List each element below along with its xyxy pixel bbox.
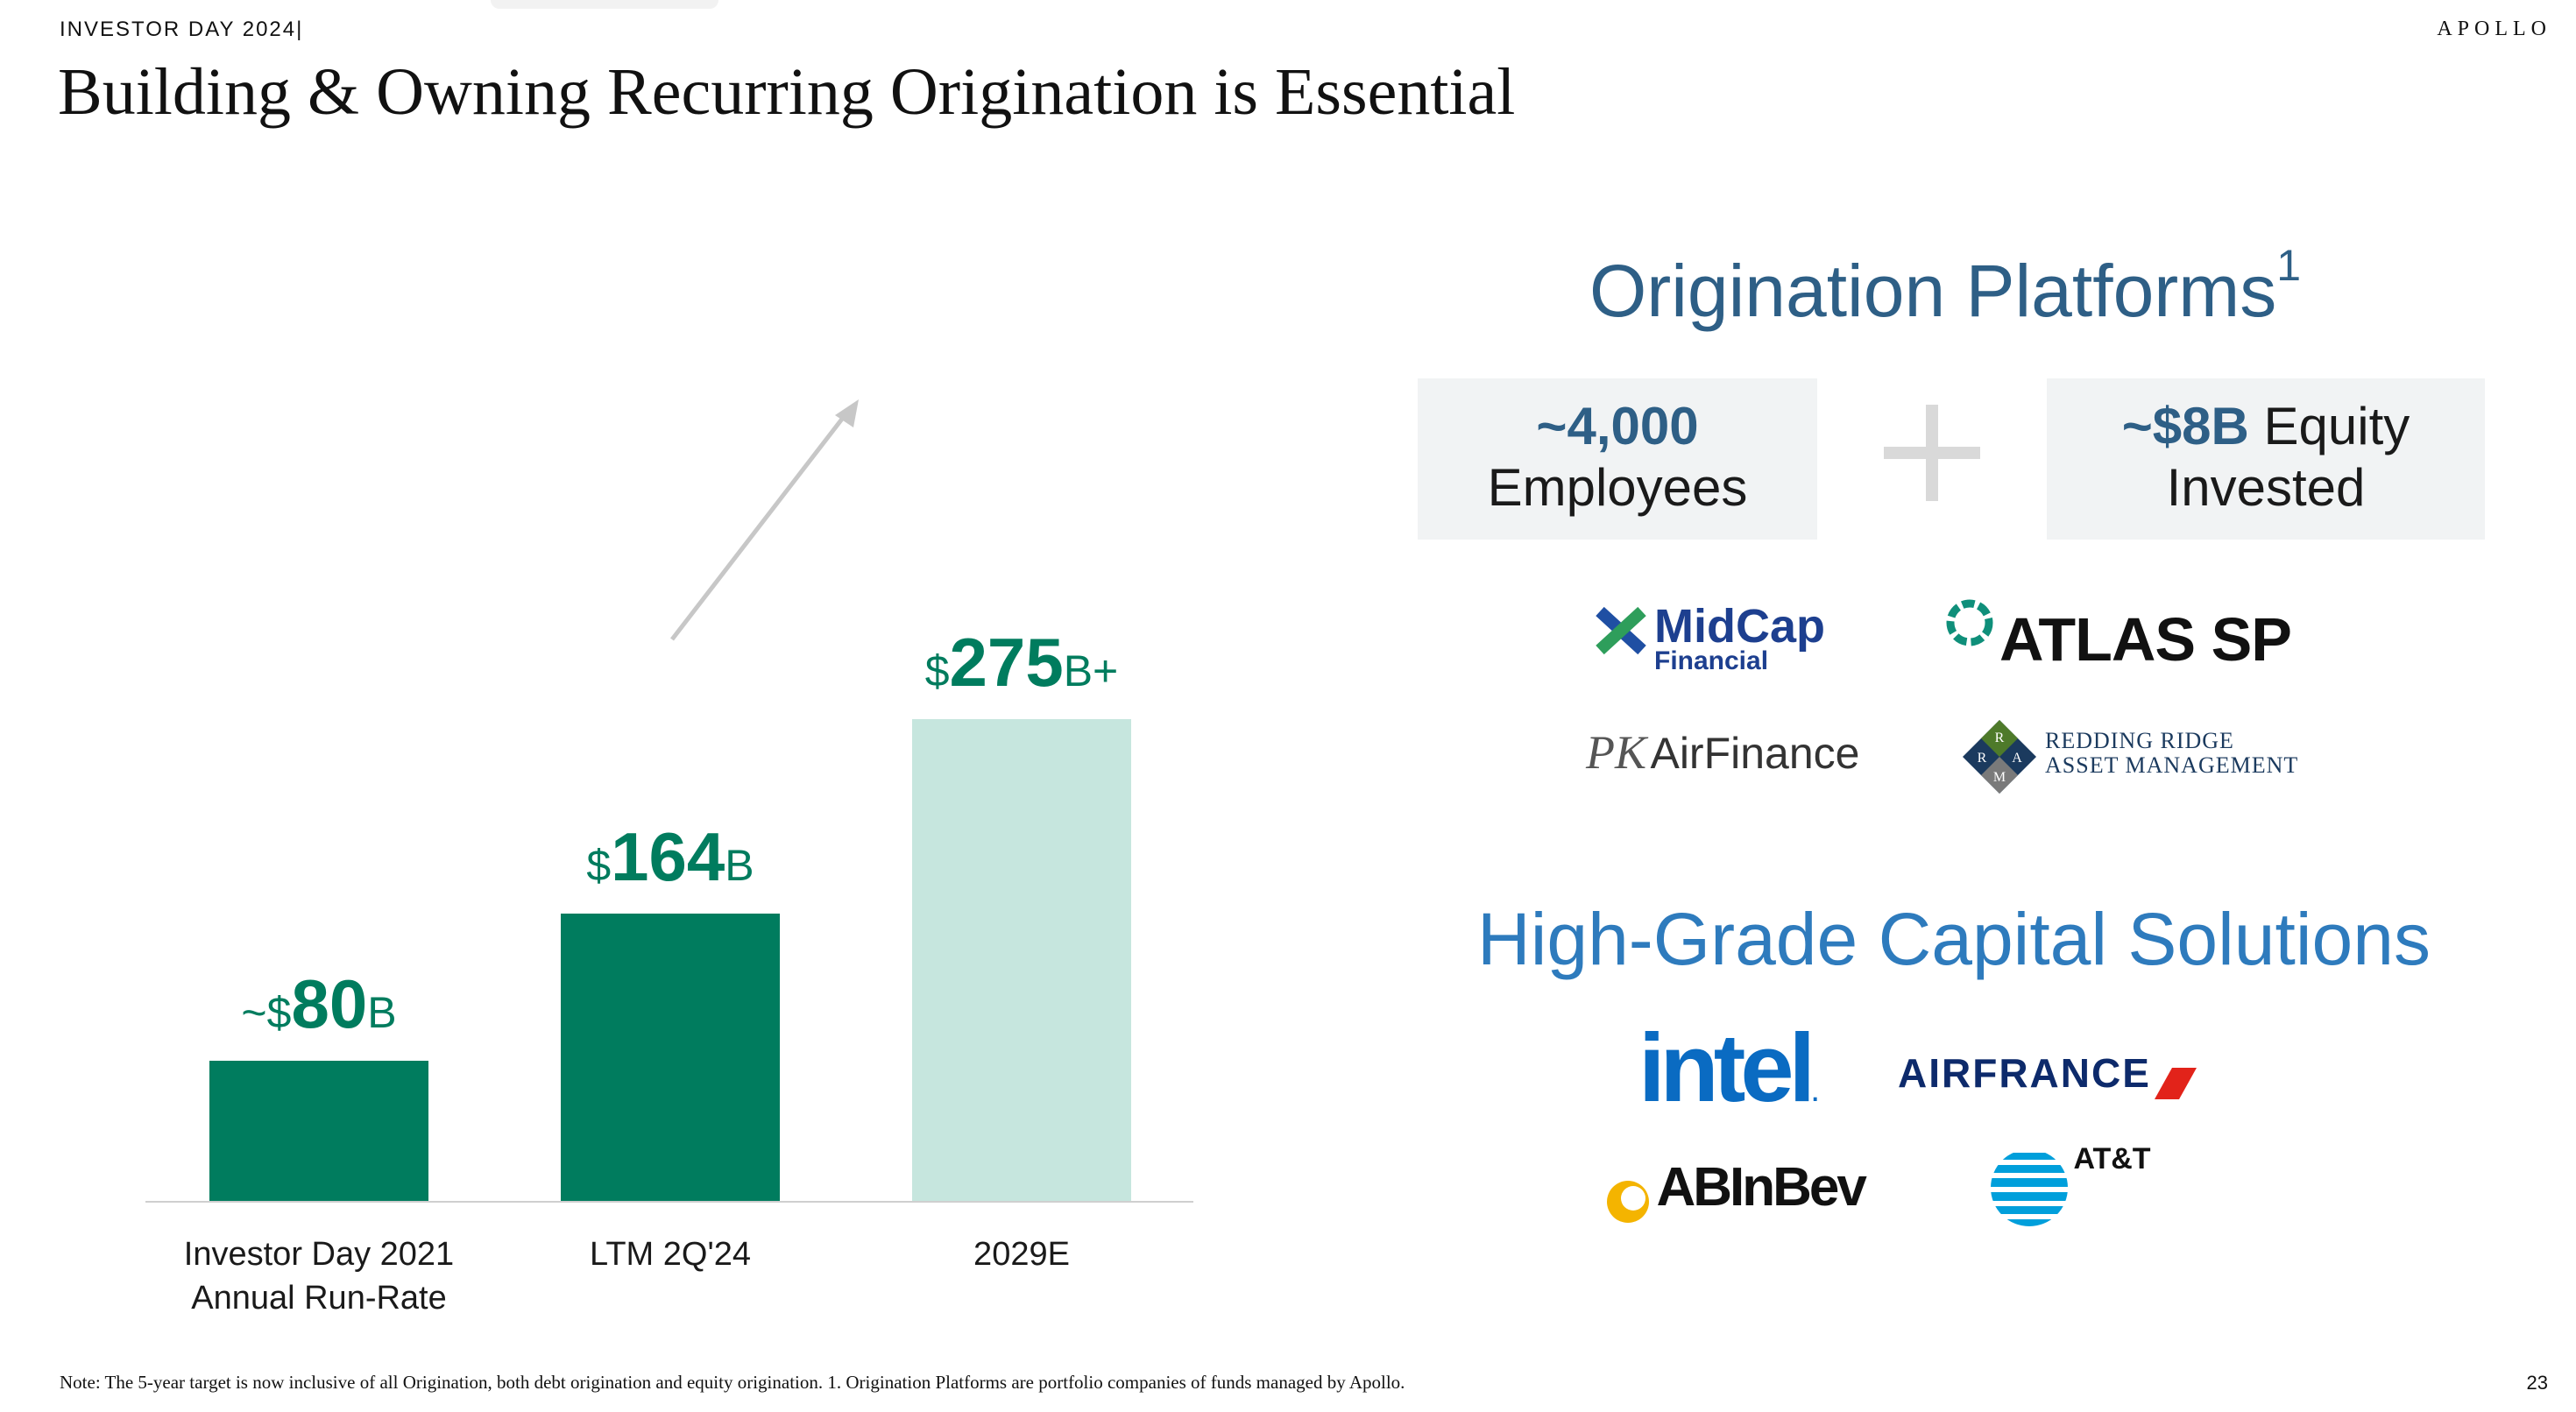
att-globe-icon <box>1991 1149 2068 1226</box>
x-tick-line: Investor Day 2021 <box>183 1236 455 1273</box>
bar-label-prefix: $ <box>586 841 612 890</box>
emblem-letter-r1: R <box>1995 731 2005 745</box>
bar-label-prefix: $ <box>924 646 950 695</box>
x-tick-line: Annual Run-Rate <box>191 1280 447 1317</box>
employees-value: ~4,000 <box>1536 397 1699 455</box>
atlas-sp-logo: ATLAS SP <box>1943 596 2292 674</box>
pk-mark: PK <box>1586 726 1647 779</box>
equity-value: ~$8B <box>2121 397 2249 455</box>
abinbev-name: ABInBev <box>1656 1157 1866 1218</box>
atlas-name: ATLAS SP <box>1999 605 2292 674</box>
redding-line2: ASSET MANAGEMENT <box>2045 752 2299 778</box>
abinbev-star-icon <box>1607 1180 1649 1223</box>
chart-bar <box>561 914 780 1201</box>
employees-label: Employees <box>1487 458 1748 517</box>
equity-label: Equity <box>2263 397 2410 455</box>
bar-label-suffix: B+ <box>1063 646 1119 695</box>
bar-label-suffix: B <box>367 988 397 1037</box>
pk-airfinance-logo: PK AirFinance <box>1586 725 1859 780</box>
x-tick-label: Investor Day 2021 Annual Run-Rate <box>184 1232 454 1320</box>
apollo-logo: APOLLO <box>2437 18 2551 40</box>
bar-label-number: 275 <box>949 624 1064 701</box>
equity-stat-box: ~$8B Equity Invested <box>2047 378 2485 540</box>
intel-logo: intel. <box>1638 1020 1821 1117</box>
x-tick-label: LTM 2Q'24 <box>590 1232 751 1276</box>
redding-line1: REDDING RIDGE <box>2045 728 2234 753</box>
x-tick-label: 2029E <box>973 1232 1070 1276</box>
bar-value-label: $164B <box>586 817 754 897</box>
x-tick-line: 2029E <box>973 1236 1070 1273</box>
bar-label-number: 164 <box>611 818 725 895</box>
decorative-smudge <box>491 0 718 9</box>
header-event-label: INVESTOR DAY 2024| <box>60 18 304 41</box>
bar-label-suffix: B <box>725 841 754 890</box>
att-logo: AT&T <box>1989 1142 2151 1228</box>
x-cross-icon <box>1596 606 1646 655</box>
air-france-stripe-icon <box>2155 1067 2197 1099</box>
chart-bar <box>912 719 1131 1201</box>
air-france-name: AIRFRANCE <box>1898 1050 2151 1096</box>
pk-name: AirFinance <box>1650 729 1860 778</box>
intel-name: intel <box>1638 1014 1815 1122</box>
midcap-sub: Financial <box>1654 646 1769 675</box>
bar-value-label: $275B+ <box>925 623 1119 702</box>
high-grade-title: High-Grade Capital Solutions <box>1477 898 2431 980</box>
emblem-letter-a: A <box>2012 751 2022 766</box>
bar-value-label: ~$80B <box>241 964 396 1044</box>
employees-stat-box: ~4,000 Employees <box>1418 378 1817 540</box>
abinbev-logo: ABInBev <box>1603 1156 1867 1226</box>
bar-label-prefix: ~$ <box>241 988 292 1037</box>
page-number: 23 <box>2526 1372 2548 1394</box>
ring-icon <box>1946 599 1993 646</box>
footnote-mark: 1 <box>2276 241 2302 290</box>
air-france-logo: AIRFRANCE <box>1898 1049 2198 1101</box>
origination-platforms-title: Origination Platforms1 <box>1589 241 2301 334</box>
bar-label-number: 80 <box>291 965 368 1042</box>
att-name: AT&T <box>2073 1142 2151 1176</box>
plus-icon <box>1884 405 1980 501</box>
footnote: Note: The 5-year target is now inclusive… <box>60 1372 1405 1393</box>
emblem-letter-r2: R <box>1978 751 1987 766</box>
origination-title-text: Origination Platforms <box>1589 250 2277 332</box>
midcap-name: MidCap <box>1654 600 1825 653</box>
chart-bar <box>209 1061 428 1201</box>
growth-arrow-icon <box>670 399 859 641</box>
midcap-financial-logo: MidCap Financial <box>1593 600 1825 675</box>
intel-registered: . <box>1810 1070 1821 1109</box>
redding-ridge-logo: R R A M REDDING RIDGE ASSET MANAGEMENT <box>1959 717 2299 794</box>
chart-baseline <box>145 1201 1193 1203</box>
page-title: Building & Owning Recurring Origination … <box>58 55 1516 129</box>
x-tick-line: LTM 2Q'24 <box>590 1236 751 1273</box>
emblem-letter-m: M <box>1993 770 2006 785</box>
diamond-emblem-icon: R R A M <box>1963 720 2036 794</box>
invested-label: Invested <box>2166 458 2366 517</box>
